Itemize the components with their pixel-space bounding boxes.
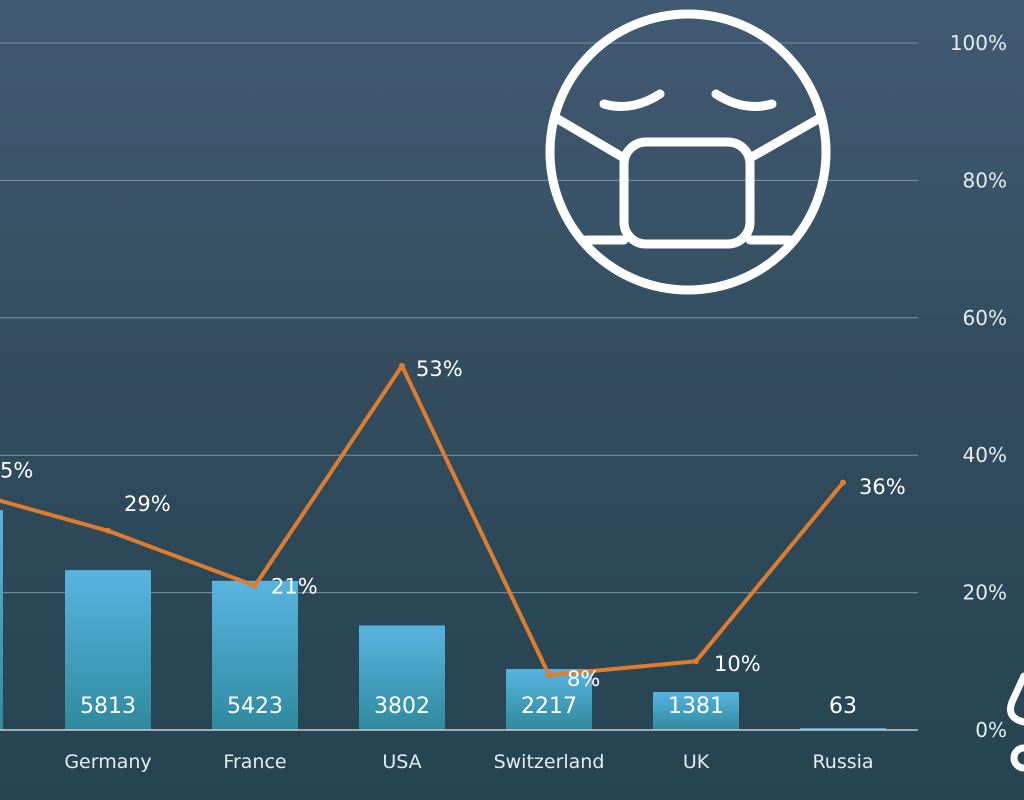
bar xyxy=(653,692,739,730)
line-point xyxy=(693,658,699,665)
x-tick-label: Russia xyxy=(812,751,873,773)
line-value-label: 36% xyxy=(859,475,906,499)
bar-value-label: 5423 xyxy=(227,694,283,719)
x-tick-label: Switzerland xyxy=(494,751,605,773)
y2-tick-label: 100% xyxy=(950,31,1007,55)
y2-tick-label: 80% xyxy=(963,168,1007,192)
line-value-label: 29% xyxy=(124,492,171,516)
line-point xyxy=(546,672,552,679)
bar xyxy=(359,625,445,730)
y2-tick-label: 20% xyxy=(963,581,1007,605)
y2-tick-label: 40% xyxy=(963,443,1007,467)
data-labels: 5813 5423 3802 2217 1381 63 5% 29% 21% 53% 8% 10% 36… xyxy=(0,357,906,719)
y2-tick-label: 0% xyxy=(975,718,1007,742)
line-value-label: 21% xyxy=(271,575,318,599)
bar-value-label: 3802 xyxy=(374,694,430,719)
line-point xyxy=(252,582,258,589)
bar-value-label: 63 xyxy=(829,694,857,719)
bar xyxy=(506,669,592,730)
line-value-label: 8% xyxy=(567,667,600,691)
bar xyxy=(212,580,298,730)
x-tick-label: USA xyxy=(382,751,421,773)
line-value-label: 5% xyxy=(0,459,33,483)
line-value-label: 10% xyxy=(714,652,761,676)
line-point xyxy=(399,362,405,369)
x-tick-label: France xyxy=(223,751,286,773)
x-tick-label: Germany xyxy=(64,751,151,773)
line-value-label: 53% xyxy=(416,357,463,381)
gridlines xyxy=(0,42,918,594)
bar-value-label: 2217 xyxy=(521,694,577,719)
bar xyxy=(65,570,151,730)
bar-value-label: 1381 xyxy=(668,694,724,719)
partial-logo xyxy=(1007,672,1024,772)
line-point xyxy=(840,479,846,486)
percentage-line xyxy=(0,362,846,679)
bars xyxy=(0,510,886,730)
y2-tick-label: 60% xyxy=(963,306,1007,330)
bar xyxy=(0,510,3,730)
bar xyxy=(800,728,886,730)
bar-value-label: 5813 xyxy=(80,694,136,719)
mask-face-icon xyxy=(545,9,831,295)
x-tick-label: UK xyxy=(683,751,710,773)
axes: 0% 20% 40% 60% 80% 100% Germany France USA Switze… xyxy=(0,31,1007,773)
line-point xyxy=(105,527,111,534)
